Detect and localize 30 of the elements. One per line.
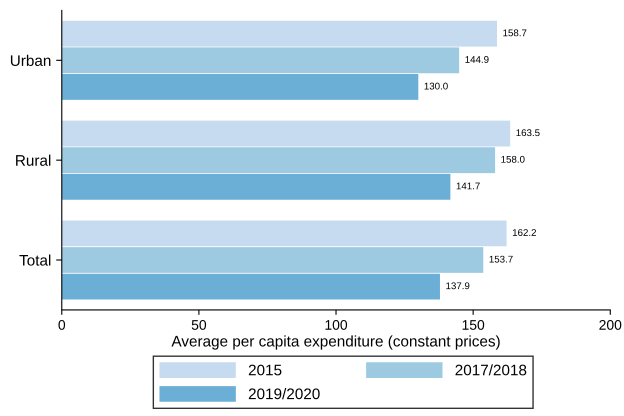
data-label: 162.2 bbox=[512, 229, 536, 236]
bar bbox=[62, 47, 460, 74]
data-label: 130.0 bbox=[424, 82, 448, 90]
data-label: 153.7 bbox=[490, 256, 513, 263]
data-label: 163.5 bbox=[516, 129, 540, 136]
bar bbox=[62, 220, 507, 246]
bar bbox=[62, 74, 418, 100]
x-tick-label: 0 bbox=[58, 320, 66, 330]
bar bbox=[62, 274, 440, 300]
legend-label: 2019/2020 bbox=[248, 388, 320, 400]
y-tick-label: Total bbox=[19, 254, 50, 266]
x-tick-label: 150 bbox=[462, 320, 484, 330]
bar bbox=[62, 120, 510, 146]
legend-label: 2015 bbox=[248, 364, 282, 376]
legend-label: 2017/2018 bbox=[455, 364, 526, 376]
data-label: 144.9 bbox=[465, 56, 489, 63]
y-tick-label: Urban bbox=[10, 54, 50, 66]
bar bbox=[62, 147, 496, 174]
data-label: 141.7 bbox=[456, 182, 480, 190]
x-axis-title: Average per capita expenditure (constant prices) bbox=[171, 335, 500, 350]
data-label: 137.9 bbox=[446, 282, 470, 290]
bar bbox=[62, 247, 484, 273]
y-tick-label: Rural bbox=[16, 154, 50, 166]
bar bbox=[62, 20, 498, 47]
x-tick-label: 50 bbox=[192, 320, 206, 330]
x-tick-label: 100 bbox=[326, 320, 348, 330]
bar bbox=[62, 174, 450, 200]
x-tick-label: 200 bbox=[599, 320, 622, 330]
data-label: 158.7 bbox=[503, 29, 526, 36]
data-label: 158.0 bbox=[501, 156, 525, 163]
